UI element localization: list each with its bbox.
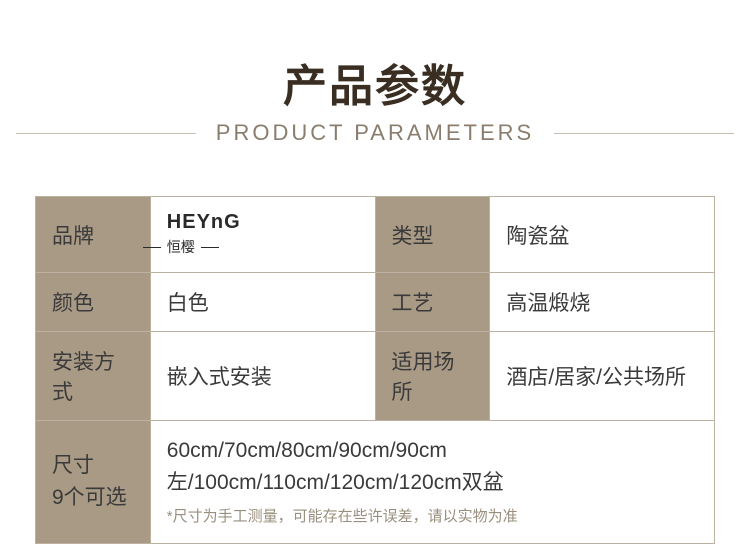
label-usage: 适用场所	[375, 332, 490, 421]
value-color: 白色	[150, 273, 375, 332]
sub-title: PRODUCT PARAMETERS	[216, 120, 534, 146]
value-install: 嵌入式安装	[150, 332, 375, 421]
table-row: 颜色 白色 工艺 高温煅烧	[36, 273, 715, 332]
value-craft: 高温煅烧	[490, 273, 715, 332]
size-label-line1: 尺寸	[52, 454, 94, 477]
header-section: 产品参数 PRODUCT PARAMETERS	[0, 0, 750, 176]
label-size: 尺寸 9个可选	[36, 421, 151, 544]
brand-logo-text: HEYnG	[167, 211, 359, 234]
value-size: 60cm/70cm/80cm/90cm/90cm左/100cm/110cm/12…	[150, 421, 714, 544]
label-color: 颜色	[36, 273, 151, 332]
size-list: 60cm/70cm/80cm/90cm/90cm左/100cm/110cm/12…	[167, 439, 504, 494]
size-note: *尺寸为手工测量，可能存在些许误差，请以实物为准	[167, 506, 698, 529]
parameters-table: 品牌 HEYnG 恒樱 类型 陶瓷盆 颜色 白色 工艺 高温煅烧 安装方式 嵌入…	[35, 196, 715, 544]
table-row: 品牌 HEYnG 恒樱 类型 陶瓷盆	[36, 197, 715, 273]
label-brand: 品牌	[36, 197, 151, 273]
table-row: 安装方式 嵌入式安装 适用场所 酒店/居家/公共场所	[36, 332, 715, 421]
table-row-size: 尺寸 9个可选 60cm/70cm/80cm/90cm/90cm左/100cm/…	[36, 421, 715, 544]
value-brand: HEYnG 恒樱	[150, 197, 375, 273]
label-install: 安装方式	[36, 332, 151, 421]
value-usage: 酒店/居家/公共场所	[490, 332, 715, 421]
value-type: 陶瓷盆	[490, 197, 715, 273]
size-label-line2: 9个可选	[52, 486, 127, 509]
label-type: 类型	[375, 197, 490, 273]
brand-cn-name: 恒樱	[167, 237, 195, 257]
label-craft: 工艺	[375, 273, 490, 332]
main-title: 产品参数	[0, 50, 750, 114]
